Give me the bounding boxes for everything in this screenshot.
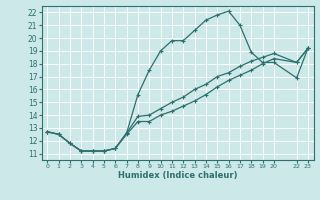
X-axis label: Humidex (Indice chaleur): Humidex (Indice chaleur)	[118, 171, 237, 180]
